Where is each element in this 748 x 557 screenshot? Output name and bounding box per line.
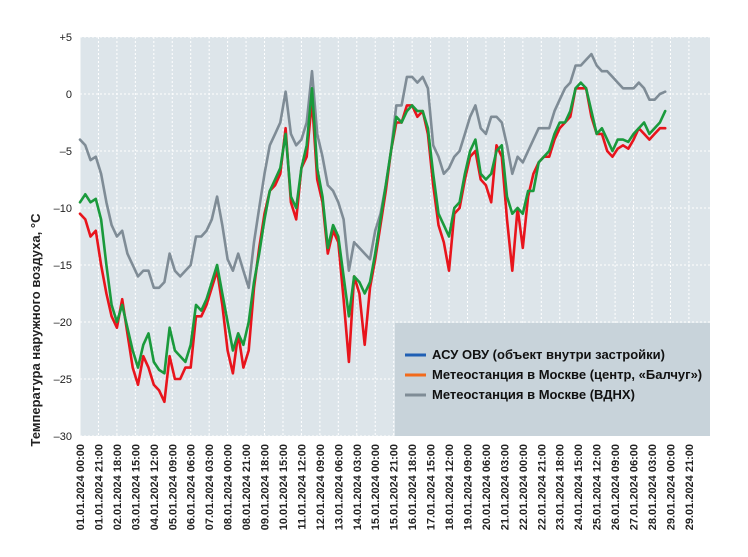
x-tick-label: 08.01.2024 21:00 xyxy=(241,444,253,530)
x-tick-label: 25.01.2024 12:00 xyxy=(592,444,604,530)
y-tick-label: –5 xyxy=(60,146,72,158)
x-axis-ticks: 01.01.2024 00:00 01.01.2024 21:00 02.01.20… xyxy=(75,444,696,530)
x-tick-label: 22.01.2024 21:00 xyxy=(536,444,548,530)
y-tick-label: –10 xyxy=(54,203,72,215)
series-line-2 xyxy=(78,52,667,290)
x-tick-label: 24.01.2024 15:00 xyxy=(573,444,585,530)
y-axis-ticks: +5 0 –5 –10 –15 –20 –25 –30 xyxy=(54,32,72,443)
x-tick-label: 17.01.2024 15:00 xyxy=(426,444,438,530)
x-tick-label: 21.01.2024 03:00 xyxy=(499,444,511,530)
legend-box xyxy=(395,323,710,436)
x-tick-label: 15.01.2024 00:00 xyxy=(370,444,382,530)
x-tick-label: 10.01.2024 15:00 xyxy=(278,444,290,530)
y-tick-label: –20 xyxy=(54,317,72,329)
x-tick-label: 16.01.2024 18:00 xyxy=(407,444,419,530)
x-tick-label: 09.01.2024 18:00 xyxy=(260,444,272,530)
legend-label-0: АСУ ОВУ (объект внутри застройки) xyxy=(432,347,665,362)
x-tick-label: 20.01.2024 06:00 xyxy=(481,444,493,530)
x-tick-label: 11.01.2024 12:00 xyxy=(296,444,308,530)
x-tick-label: 03.01.2024 15:00 xyxy=(130,444,142,530)
x-tick-label: 26.01.2024 09:00 xyxy=(610,444,622,530)
y-tick-label: +5 xyxy=(59,32,72,44)
x-tick-label: 05.01.2024 09:00 xyxy=(167,444,179,530)
y-tick-label: –30 xyxy=(54,431,72,443)
x-tick-label: 06.01.2024 06:00 xyxy=(186,444,198,530)
x-tick-label: 08.01.2024 00:00 xyxy=(223,444,235,530)
x-tick-label: 27.01.2024 06:00 xyxy=(629,444,641,530)
x-tick-label: 29.01.2024 00:00 xyxy=(665,444,677,530)
y-tick-label: –15 xyxy=(54,260,72,272)
x-tick-label: 13.01.2024 06:00 xyxy=(333,444,345,530)
x-tick-label: 01.01.2024 21:00 xyxy=(93,444,105,530)
y-axis-label: Температура наружного воздуха, °С xyxy=(28,213,43,447)
x-tick-label: 19.01.2024 09:00 xyxy=(462,444,474,530)
x-tick-label: 14.01.2024 03:00 xyxy=(352,444,364,530)
y-tick-label: –25 xyxy=(54,374,72,386)
x-tick-label: 04.01.2024 12:00 xyxy=(149,444,161,530)
series-line-0 xyxy=(78,81,667,375)
y-tick-label: 0 xyxy=(66,89,72,101)
x-tick-label: 22.01.2024 00:00 xyxy=(518,444,530,530)
series-lines xyxy=(78,52,667,404)
legend-label-1: Метеостанция в Москве (центр, «Балчуг») xyxy=(432,367,702,382)
x-tick-label: 07.01.2024 03:00 xyxy=(204,444,216,530)
x-tick-label: 12.01.2024 09:00 xyxy=(315,444,327,530)
x-tick-label: 02.01.2024 18:00 xyxy=(112,444,124,530)
x-tick-label: 15.01.2024 21:00 xyxy=(389,444,401,530)
x-tick-label: 28.01.2024 03:00 xyxy=(647,444,659,530)
x-tick-label: 23.01.2024 18:00 xyxy=(555,444,567,530)
x-tick-label: 29.01.2024 21:00 xyxy=(684,444,696,530)
x-tick-label: 01.01.2024 00:00 xyxy=(75,444,87,530)
legend-label-2: Метеостанция в Москве (ВДНХ) xyxy=(432,387,635,402)
legend: АСУ ОВУ (объект внутри застройки) Метеост… xyxy=(395,323,710,436)
x-tick-label: 18.01.2024 12:00 xyxy=(444,444,456,530)
